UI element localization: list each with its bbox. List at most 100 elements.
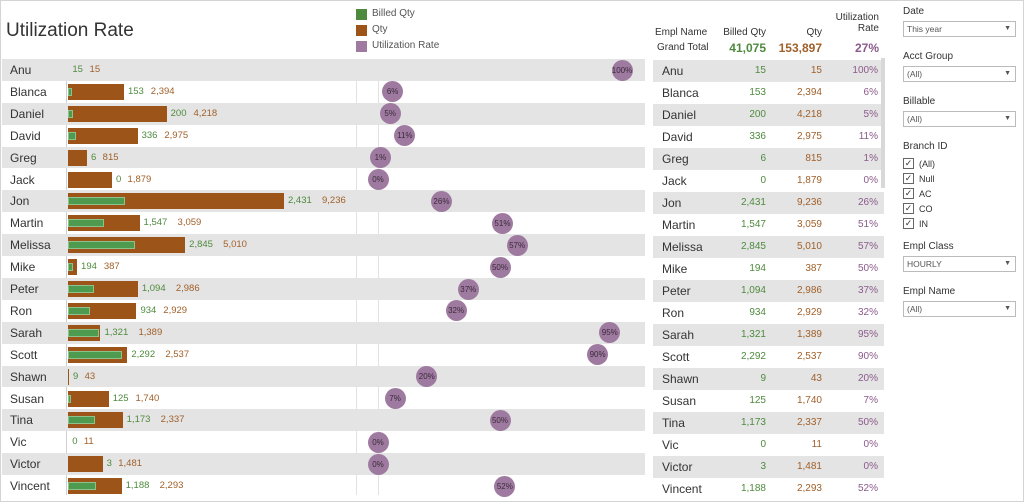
qty-bar[interactable] xyxy=(68,83,124,100)
rate-dot[interactable]: 50% xyxy=(489,409,511,431)
employee-name-label[interactable]: Jon xyxy=(10,194,30,209)
employee-name-label[interactable]: Victor xyxy=(10,457,41,472)
table-row[interactable]: Vic 0 11 0% xyxy=(653,434,884,456)
table-row[interactable]: Anu 15 15 100% xyxy=(653,60,884,82)
billed-bar[interactable] xyxy=(68,482,96,491)
table-row[interactable]: Mike 194 387 50% xyxy=(653,258,884,280)
table-row[interactable]: David 336 2,975 11% xyxy=(653,126,884,148)
rate-dot[interactable]: 37% xyxy=(457,278,479,300)
rate-dot[interactable]: 52% xyxy=(494,475,516,497)
employee-name-label[interactable]: Jack xyxy=(10,172,35,187)
billed-bar[interactable] xyxy=(68,131,76,140)
table-row[interactable]: Vincent 1,188 2,293 52% xyxy=(653,478,884,500)
qty-bar[interactable] xyxy=(68,456,103,473)
filter-billable-dropdown[interactable]: (All) ▼ xyxy=(903,111,1016,127)
table-scrollbar[interactable] xyxy=(881,58,885,188)
legend-billed[interactable]: Billed Qty xyxy=(356,6,439,22)
billed-bar[interactable] xyxy=(68,87,72,96)
billed-bar[interactable] xyxy=(68,350,122,359)
employee-name-label[interactable]: Mike xyxy=(10,260,36,275)
legend-rate[interactable]: Utilization Rate xyxy=(356,38,439,54)
table-row[interactable]: Victor 3 1,481 0% xyxy=(653,456,884,478)
col-header-name[interactable]: Empl Name xyxy=(655,27,708,38)
employee-name-label[interactable]: Greg xyxy=(10,150,37,165)
employee-name-label[interactable]: Melissa xyxy=(10,238,51,253)
checkbox-checked-icon[interactable]: ✓ xyxy=(903,203,914,214)
billed-bar[interactable] xyxy=(68,328,99,337)
billed-bar[interactable] xyxy=(68,416,96,425)
col-header-qty[interactable]: Qty xyxy=(806,27,822,38)
branch-option-ac[interactable]: ✓ AC xyxy=(903,186,1015,201)
branch-option-null[interactable]: ✓ Null xyxy=(903,171,1015,186)
qty-bar[interactable] xyxy=(68,127,138,144)
table-row[interactable]: Jack 0 1,879 0% xyxy=(653,170,884,192)
rate-dot[interactable]: 51% xyxy=(491,212,513,234)
employee-name-label[interactable]: Martin xyxy=(10,216,44,231)
billed-bar[interactable] xyxy=(68,241,135,250)
rate-dot[interactable]: 5% xyxy=(379,103,401,125)
col-header-rate[interactable]: Utilization Rate xyxy=(828,12,879,34)
branch-option-co[interactable]: ✓ CO xyxy=(903,201,1015,216)
rate-dot[interactable]: 0% xyxy=(367,453,389,475)
rate-dot[interactable]: 6% xyxy=(382,81,404,103)
billed-bar[interactable] xyxy=(68,394,71,403)
branch-option-in[interactable]: ✓ IN xyxy=(903,216,1015,231)
qty-bar[interactable] xyxy=(68,149,88,166)
filter-empl-class-dropdown[interactable]: HOURLY ▼ xyxy=(903,256,1016,272)
billed-bar[interactable] xyxy=(68,263,73,272)
table-row[interactable]: Jon 2,431 9,236 26% xyxy=(653,192,884,214)
table-row[interactable]: Blanca 153 2,394 6% xyxy=(653,82,884,104)
employee-name-label[interactable]: Peter xyxy=(10,282,39,296)
rate-dot[interactable]: 26% xyxy=(430,190,452,212)
qty-bar[interactable] xyxy=(68,368,69,385)
table-row[interactable]: Melissa 2,845 5,010 57% xyxy=(653,236,884,258)
legend-qty[interactable]: Qty xyxy=(356,22,439,38)
rate-dot[interactable]: 50% xyxy=(489,256,511,278)
billed-bar[interactable] xyxy=(68,219,105,228)
employee-name-label[interactable]: David xyxy=(10,128,41,143)
employee-name-label[interactable]: Tina xyxy=(10,413,33,428)
rate-dot[interactable]: 100% xyxy=(611,59,633,81)
employee-name-label[interactable]: Vic xyxy=(10,435,27,450)
table-row[interactable]: Susan 125 1,740 7% xyxy=(653,390,884,412)
table-row[interactable]: Peter 1,094 2,986 37% xyxy=(653,280,884,302)
filter-acct-group-dropdown[interactable]: (All) ▼ xyxy=(903,66,1016,82)
checkbox-checked-icon[interactable]: ✓ xyxy=(903,173,914,184)
rate-dot[interactable]: 0% xyxy=(367,169,389,190)
employee-name-label[interactable]: Blanca xyxy=(10,84,47,99)
billed-bar[interactable] xyxy=(68,109,73,118)
rate-dot[interactable]: 90% xyxy=(587,344,609,366)
qty-bar[interactable] xyxy=(68,390,109,407)
table-row[interactable]: Sarah 1,321 1,389 95% xyxy=(653,324,884,346)
table-row[interactable]: Martin 1,547 3,059 51% xyxy=(653,214,884,236)
checkbox-checked-icon[interactable]: ✓ xyxy=(903,218,914,229)
employee-name-label[interactable]: Anu xyxy=(10,63,32,77)
employee-name-label[interactable]: Sarah xyxy=(10,325,43,340)
checkbox-checked-icon[interactable]: ✓ xyxy=(903,188,914,199)
rate-dot[interactable]: 57% xyxy=(506,234,528,256)
table-row[interactable]: Tina 1,173 2,337 50% xyxy=(653,412,884,434)
table-row[interactable]: Shawn 9 43 20% xyxy=(653,368,884,390)
employee-name-label[interactable]: Daniel xyxy=(10,106,45,121)
filter-empl-name-dropdown[interactable]: (All) ▼ xyxy=(903,301,1016,317)
branch-option-all[interactable]: ✓ (All) xyxy=(903,156,1015,171)
employee-name-label[interactable]: Susan xyxy=(10,391,45,406)
employee-name-label[interactable]: Ron xyxy=(10,303,33,318)
rate-dot[interactable]: 32% xyxy=(445,300,467,322)
billed-bar[interactable] xyxy=(68,306,90,315)
employee-name-label[interactable]: Shawn xyxy=(10,369,47,384)
checkbox-checked-icon[interactable]: ✓ xyxy=(903,158,914,169)
table-row[interactable]: Daniel 200 4,218 5% xyxy=(653,104,884,126)
rate-dot[interactable]: 11% xyxy=(394,125,416,147)
billed-bar[interactable] xyxy=(68,197,125,206)
table-row[interactable]: Ron 934 2,929 32% xyxy=(653,302,884,324)
rate-dot[interactable]: 95% xyxy=(599,322,621,344)
rate-dot[interactable]: 1% xyxy=(369,147,391,169)
table-row[interactable]: Greg 6 815 1% xyxy=(653,148,884,170)
rate-dot[interactable]: 0% xyxy=(367,431,389,453)
table-row[interactable]: Scott 2,292 2,537 90% xyxy=(653,346,884,368)
rate-dot[interactable]: 20% xyxy=(416,366,438,388)
qty-bar[interactable] xyxy=(68,105,167,122)
billed-bar[interactable] xyxy=(68,285,94,293)
employee-name-label[interactable]: Vincent xyxy=(10,479,50,494)
